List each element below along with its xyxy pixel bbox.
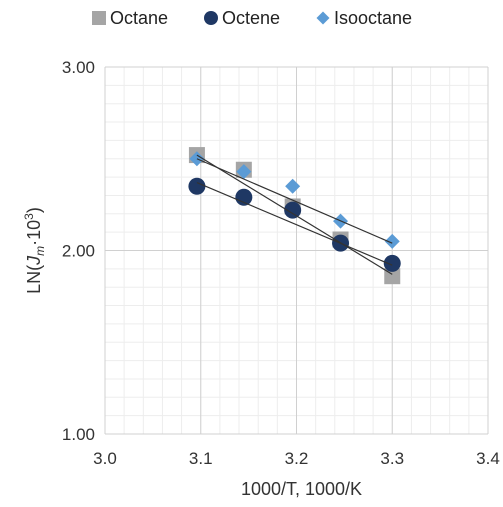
x-tick-label: 3.3 <box>380 449 404 468</box>
octane-trendline <box>196 154 393 275</box>
octene-point <box>235 188 253 206</box>
octene-point <box>188 177 206 195</box>
octene-point <box>383 254 401 272</box>
legend-item-octene: Octene <box>204 8 280 28</box>
major-gridlines <box>104 66 489 435</box>
isooctane-point <box>236 164 252 180</box>
x-tick-label: 3.2 <box>285 449 309 468</box>
legend-marker-octene <box>204 11 218 25</box>
x-axis-tick-labels: 3.0 3.1 3.2 3.3 3.4 <box>93 449 500 468</box>
isooctane-point <box>384 233 400 249</box>
data-points <box>188 147 401 285</box>
legend-marker-isooctane <box>316 11 330 25</box>
trendlines <box>196 154 393 275</box>
isooctane-point <box>285 178 301 194</box>
y-tick-label: 3.00 <box>62 58 95 77</box>
y-axis-tick-labels: 1.00 2.00 3.00 <box>62 58 95 444</box>
y-tick-label: 1.00 <box>62 425 95 444</box>
x-tick-label: 3.0 <box>93 449 117 468</box>
isooctane-trendline <box>196 158 393 244</box>
legend-label-octane: Octane <box>110 8 168 28</box>
octene-point <box>284 201 302 219</box>
x-tick-label: 3.4 <box>476 449 500 468</box>
legend: Octane Octene Isooctane <box>92 8 412 28</box>
x-axis-title: 1000/T, 1000/K <box>241 479 362 499</box>
legend-label-isooctane: Isooctane <box>334 8 412 28</box>
legend-marker-octane <box>92 11 106 25</box>
x-tick-label: 3.1 <box>189 449 213 468</box>
legend-item-isooctane: Isooctane <box>316 8 412 28</box>
legend-item-octane: Octane <box>92 8 168 28</box>
y-axis-title: LN(Jm·103) <box>22 207 47 294</box>
octene-trendline <box>196 182 393 266</box>
y-tick-label: 2.00 <box>62 242 95 261</box>
legend-label-octene: Octene <box>222 8 280 28</box>
